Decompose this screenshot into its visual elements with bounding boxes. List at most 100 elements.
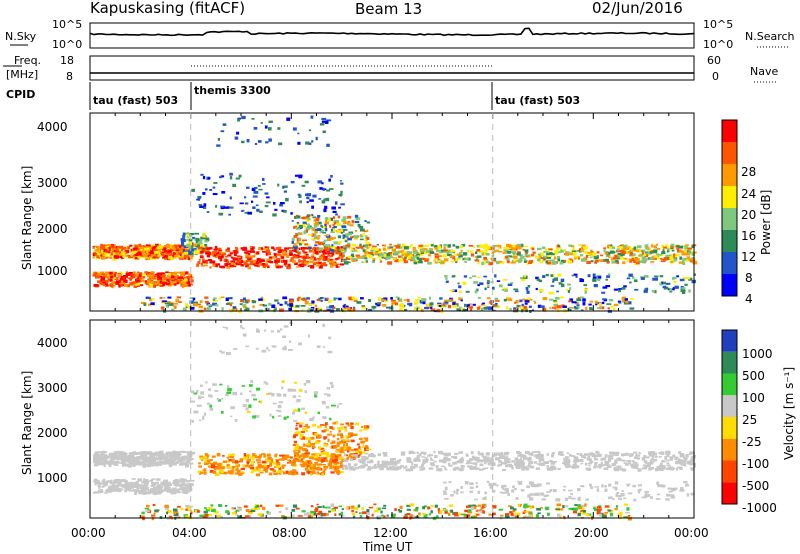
data-cell bbox=[106, 245, 110, 249]
data-cell bbox=[272, 213, 277, 217]
data-cell bbox=[376, 304, 381, 307]
data-cell bbox=[302, 463, 308, 467]
data-cell bbox=[473, 246, 476, 248]
data-cell bbox=[422, 301, 426, 305]
data-cell bbox=[235, 463, 239, 466]
data-cell bbox=[314, 230, 318, 234]
data-cell bbox=[519, 299, 523, 303]
data-cell bbox=[291, 240, 294, 244]
data-cell bbox=[501, 289, 504, 291]
data-cell bbox=[189, 450, 192, 453]
data-cell bbox=[106, 250, 111, 253]
data-cell bbox=[197, 470, 202, 473]
data-cell bbox=[159, 297, 163, 299]
data-cell bbox=[314, 432, 318, 436]
data-cell bbox=[93, 453, 97, 456]
data-cell bbox=[196, 390, 199, 393]
data-cell bbox=[236, 469, 240, 473]
data-cell bbox=[466, 304, 470, 308]
data-cell bbox=[273, 249, 276, 251]
data-cell bbox=[334, 454, 337, 458]
data-cell bbox=[245, 300, 248, 303]
data-cell bbox=[329, 262, 334, 265]
data-cell bbox=[127, 284, 131, 287]
data-cell bbox=[343, 306, 347, 310]
data-cell bbox=[318, 242, 322, 246]
data-cell bbox=[351, 253, 354, 257]
data-cell bbox=[354, 235, 358, 239]
data-cell bbox=[316, 264, 320, 267]
data-cell bbox=[346, 448, 349, 451]
data-cell bbox=[317, 235, 321, 237]
data-cell bbox=[146, 491, 151, 495]
data-cell bbox=[174, 279, 180, 283]
data-cell bbox=[131, 484, 135, 487]
data-cell bbox=[381, 244, 386, 247]
power-colorbar-bin bbox=[722, 164, 737, 186]
data-cell bbox=[329, 467, 333, 470]
data-cell bbox=[213, 248, 218, 251]
data-cell bbox=[337, 215, 341, 219]
data-cell bbox=[409, 254, 413, 257]
data-cell bbox=[322, 241, 326, 244]
data-cell bbox=[265, 252, 268, 256]
data-cell bbox=[199, 457, 204, 460]
data-cell bbox=[265, 470, 268, 473]
data-cell bbox=[516, 243, 522, 247]
data-cell bbox=[147, 282, 153, 285]
data-cell bbox=[585, 467, 588, 470]
data-cell bbox=[643, 253, 647, 257]
data-cell bbox=[309, 464, 315, 468]
data-cell bbox=[563, 516, 566, 519]
data-cell bbox=[336, 263, 340, 265]
data-cell bbox=[371, 513, 374, 517]
data-cell bbox=[535, 255, 539, 259]
data-cell bbox=[284, 301, 288, 305]
data-cell bbox=[300, 457, 305, 460]
data-cell bbox=[228, 454, 233, 457]
data-cell bbox=[255, 467, 258, 470]
data-cell bbox=[603, 247, 607, 250]
data-cell bbox=[503, 456, 509, 458]
data-cell bbox=[348, 455, 353, 458]
data-cell bbox=[349, 468, 354, 471]
data-cell bbox=[597, 453, 602, 458]
data-cell bbox=[350, 247, 353, 249]
data-cell bbox=[118, 454, 122, 457]
data-cell bbox=[318, 261, 322, 264]
data-cell bbox=[164, 257, 167, 260]
data-cell bbox=[429, 306, 433, 309]
data-cell bbox=[651, 454, 655, 459]
data-cell bbox=[499, 260, 502, 263]
data-cell bbox=[97, 280, 102, 283]
data-cell bbox=[605, 254, 610, 258]
data-cell bbox=[673, 276, 677, 280]
data-cell bbox=[513, 288, 519, 291]
data-cell bbox=[340, 514, 345, 517]
data-cell bbox=[293, 420, 298, 422]
data-cell bbox=[221, 398, 224, 400]
data-cell bbox=[424, 259, 429, 262]
data-cell bbox=[209, 404, 213, 408]
data-cell bbox=[92, 455, 97, 458]
data-cell bbox=[137, 276, 140, 280]
data-cell bbox=[472, 303, 476, 306]
data-cell bbox=[138, 284, 144, 287]
data-cell bbox=[523, 458, 526, 461]
data-cell bbox=[277, 127, 281, 130]
data-cell bbox=[407, 255, 411, 259]
data-cell bbox=[298, 446, 303, 450]
data-cell bbox=[638, 468, 641, 472]
data-cell bbox=[314, 244, 318, 247]
data-cell bbox=[598, 302, 602, 306]
data-cell bbox=[332, 427, 335, 430]
data-cell bbox=[328, 460, 332, 463]
data-cell bbox=[440, 459, 446, 462]
data-cell bbox=[222, 471, 228, 475]
data-cell bbox=[371, 261, 375, 263]
data-cell bbox=[162, 281, 167, 285]
data-cell bbox=[482, 467, 486, 470]
data-cell bbox=[295, 304, 300, 308]
data-cell bbox=[676, 248, 679, 250]
data-cell bbox=[569, 453, 572, 457]
